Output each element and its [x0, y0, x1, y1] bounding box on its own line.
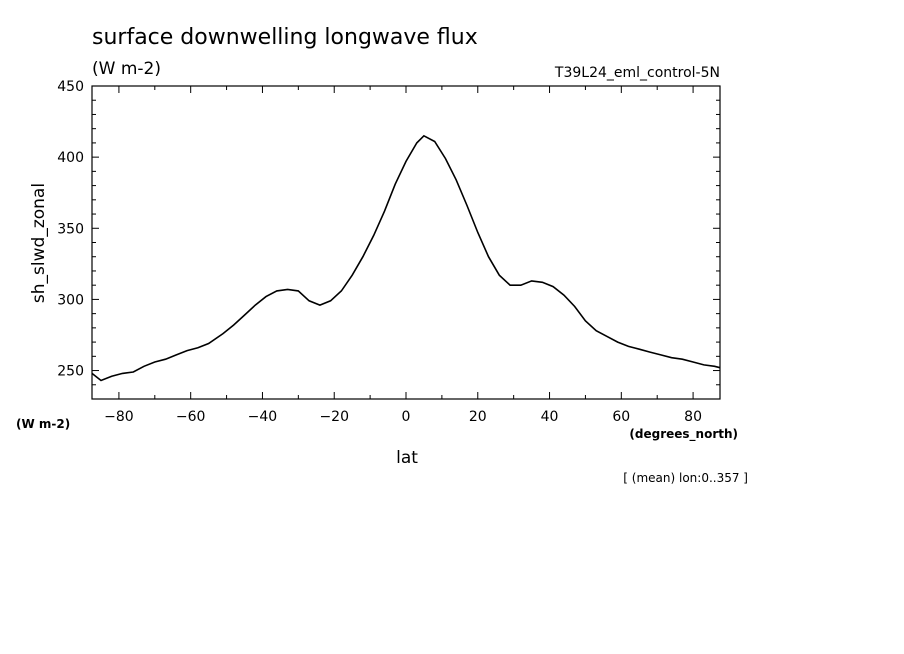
x-tick-label: 0: [402, 409, 411, 425]
chart-subtitle: T39L24_eml_control-5N: [554, 65, 720, 81]
y-tick-label: 400: [57, 150, 84, 166]
x-axis-label: lat: [396, 448, 418, 468]
plot-frame: [91, 85, 721, 400]
chart-note: [ (mean) lon:0..357 ]: [623, 471, 748, 485]
y-tick-label: 450: [57, 79, 84, 95]
x-tick-label: −40: [248, 409, 278, 425]
x-tick-label: 60: [612, 409, 630, 425]
series-line: [91, 134, 721, 382]
x-tick-label: 20: [469, 409, 487, 425]
chart-units: (W m-2): [92, 59, 161, 79]
y-axis-label: sh_slwd_zonal: [29, 183, 49, 303]
x-tick-label: −80: [104, 409, 134, 425]
y-tick-label: 300: [57, 292, 84, 308]
y-axis-units: (W m-2): [16, 417, 70, 431]
x-tick-label: −20: [319, 409, 349, 425]
chart-title: surface downwelling longwave flux: [92, 25, 478, 50]
y-tick-label: 250: [57, 364, 84, 380]
x-tick-label: −60: [176, 409, 206, 425]
x-axis-units: (degrees_north): [629, 427, 738, 442]
x-tick-label: 80: [684, 409, 702, 425]
x-tick-label: 40: [541, 409, 559, 425]
y-tick-label: 350: [57, 221, 84, 237]
